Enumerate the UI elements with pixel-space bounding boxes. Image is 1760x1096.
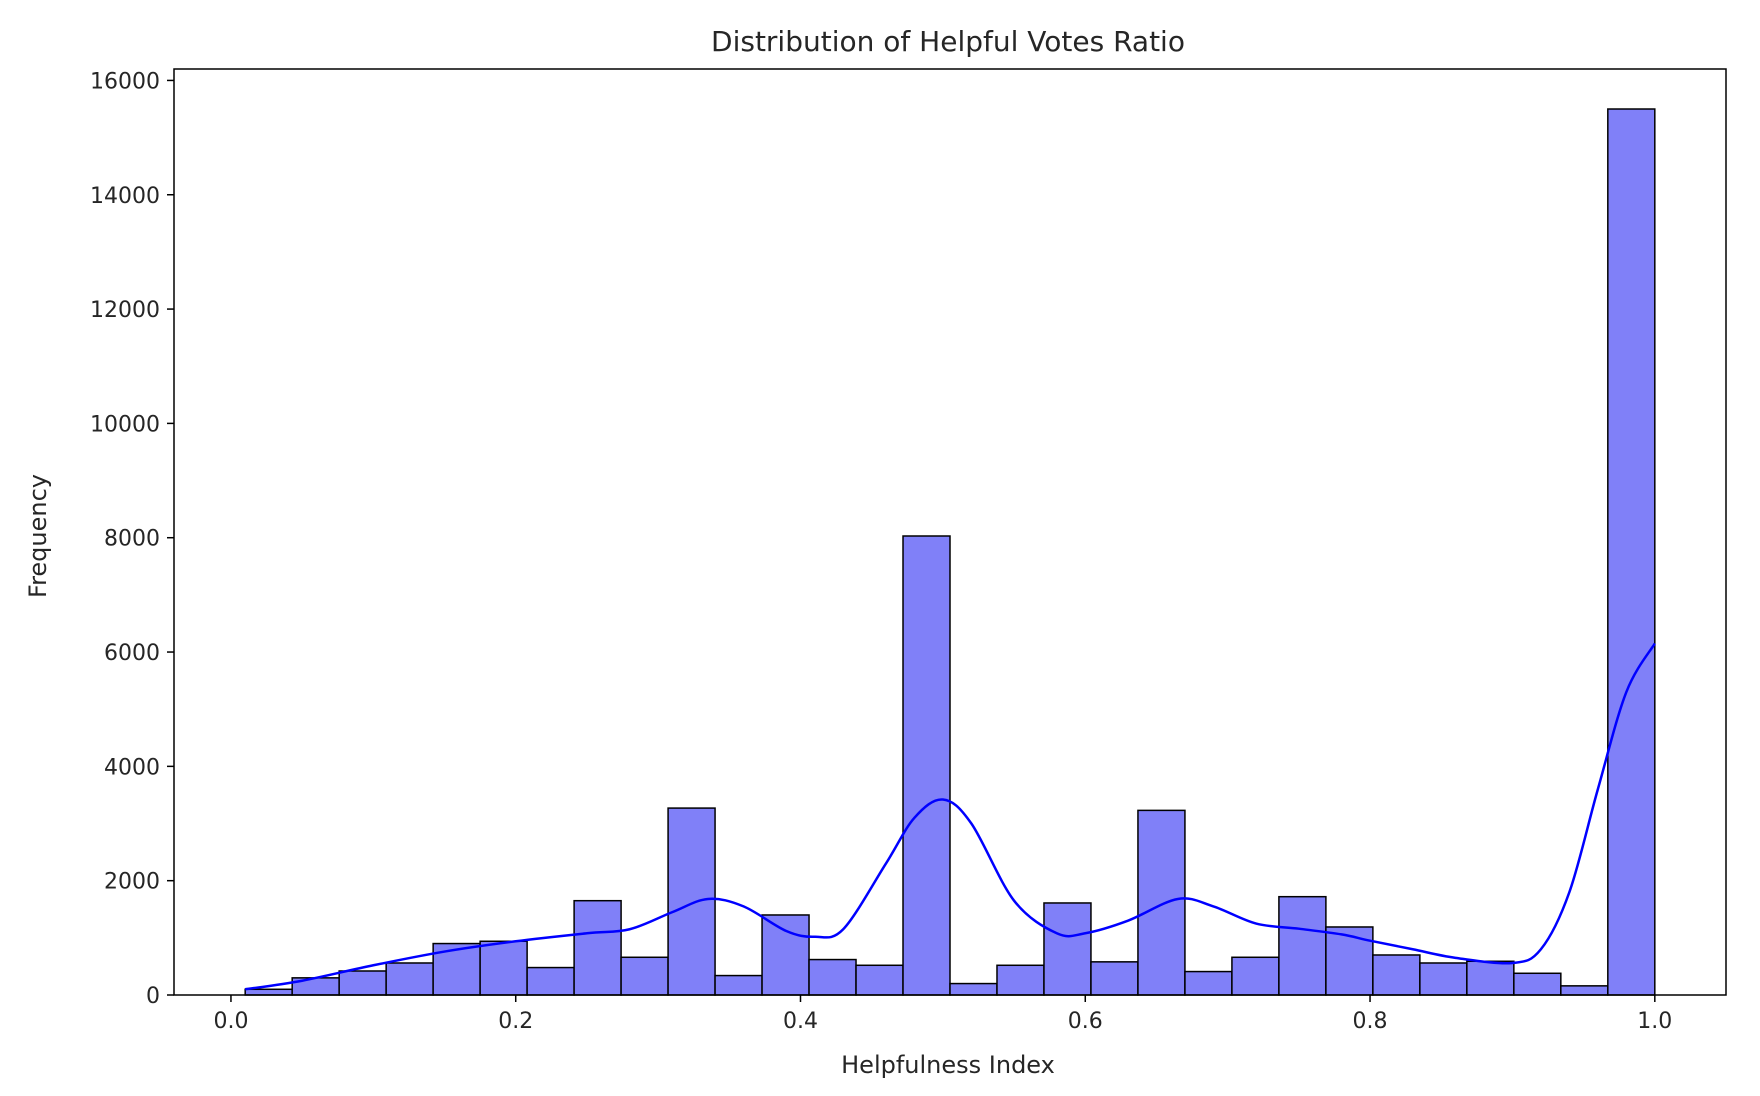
histogram-bar — [996, 964, 1045, 996]
x-tick-label: 0.2 — [498, 1009, 533, 1034]
histogram-bar — [761, 914, 810, 996]
histogram-bars — [244, 108, 1656, 996]
histogram-bar — [244, 988, 293, 996]
histogram-bar — [949, 982, 998, 996]
y-tick-label: 6000 — [104, 641, 160, 666]
histogram-bar — [385, 962, 434, 996]
histogram-bar — [479, 940, 528, 996]
histogram-bar — [1231, 956, 1280, 996]
histogram-bar — [1043, 902, 1092, 996]
x-tick-label: 1.0 — [1637, 1009, 1672, 1034]
y-axis-label: Frequency — [24, 474, 52, 598]
histogram-bar — [1419, 962, 1468, 996]
histogram-bar — [1560, 985, 1609, 996]
histogram-bar — [573, 899, 622, 996]
histogram-bar — [667, 807, 716, 996]
histogram-bar — [902, 535, 951, 996]
y-tick-label: 12000 — [90, 298, 160, 323]
x-tick-label: 0.0 — [213, 1009, 248, 1034]
kde-curve — [245, 642, 1656, 991]
y-tick-label: 0 — [146, 984, 160, 1009]
chart-title: Distribution of Helpful Votes Ratio — [711, 25, 1185, 58]
histogram-bar — [526, 966, 575, 996]
histogram-bar — [808, 958, 857, 996]
y-tick-label: 8000 — [104, 527, 160, 552]
y-tick-label: 14000 — [90, 184, 160, 209]
histogram-bar — [714, 974, 763, 996]
y-tick-label: 10000 — [90, 412, 160, 437]
y-axis: 0 2000 4000 6000 8000 10000 12000 14000 16000 — [90, 69, 174, 1009]
histogram-bar — [1466, 960, 1515, 996]
histogram-bar — [1137, 809, 1186, 996]
histogram-bar — [1325, 926, 1374, 996]
y-tick-label: 4000 — [104, 755, 160, 780]
histogram-bar — [1513, 972, 1562, 996]
histogram-bar — [338, 970, 387, 996]
x-axis: 0.0 0.2 0.4 0.6 0.8 1.0 — [213, 995, 1672, 1034]
histogram-bar — [1184, 970, 1233, 996]
histogram-bar — [620, 956, 669, 996]
x-tick-label: 0.6 — [1068, 1009, 1103, 1034]
x-tick-label: 0.8 — [1353, 1009, 1388, 1034]
y-tick-label: 2000 — [104, 870, 160, 895]
histogram-bar — [1607, 108, 1656, 996]
histogram-bar — [855, 964, 904, 996]
x-axis-label: Helpfulness Index — [841, 1051, 1055, 1079]
y-tick-label: 16000 — [90, 69, 160, 94]
plot-area-frame — [173, 68, 1727, 996]
histogram-bar — [1372, 954, 1421, 996]
x-tick-label: 0.4 — [783, 1009, 818, 1034]
histogram-bar — [1278, 895, 1327, 996]
histogram-bar — [1090, 961, 1139, 996]
